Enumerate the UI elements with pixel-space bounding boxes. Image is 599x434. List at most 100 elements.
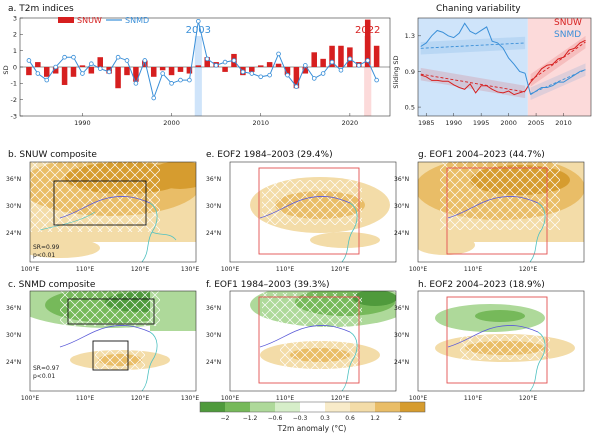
lon-label: 120°E — [519, 395, 537, 402]
snuw-bar — [311, 52, 317, 67]
lat-label: 24°N — [206, 359, 221, 366]
x-tick-label: 2010 — [252, 119, 269, 127]
panel-g-eof-box — [446, 167, 548, 255]
panel-right-frame — [417, 17, 592, 117]
lon-label: 100°E — [21, 266, 39, 273]
snuw-bar — [293, 67, 300, 89]
x-tick-label: 1995 — [473, 119, 490, 127]
legend-snmd-label: SNMD — [125, 16, 149, 25]
snuw-bar — [133, 67, 139, 82]
lat-label: 30°N — [6, 203, 21, 210]
trend-line-snuw — [420, 73, 526, 93]
panel-h-title: h. EOF2 2004–2023 (18.9%) — [418, 280, 545, 290]
snuw-bar — [52, 67, 59, 74]
panel-f-ticks: 36°N 30°N 24°N 100°E 110°E 120°E — [206, 305, 349, 402]
x-tick-label: 2000 — [500, 119, 517, 127]
colorbar-labels: −2 −1.2 −0.6 −0.3 0.3 0.6 1.2 2 — [221, 415, 403, 422]
sliding-sd-line-snmd — [420, 22, 526, 74]
panel-c-south-box — [92, 340, 129, 371]
panel-b-lon-ticks: 100°E 110°E 120°E 130°E — [21, 266, 199, 273]
snuw-bar — [329, 45, 335, 67]
snuw-bar — [204, 57, 210, 67]
x-tick-label: 2010 — [555, 119, 572, 127]
colorbar-segment — [375, 402, 400, 412]
legend-snuw-label: SNUW — [77, 16, 102, 25]
lat-label: 30°N — [6, 332, 21, 339]
trend-line-snuw — [530, 41, 586, 81]
snuw-bar — [150, 67, 157, 77]
snuw-bar — [338, 45, 344, 67]
highlight-2003 — [194, 36, 202, 116]
snmd-point — [213, 63, 219, 68]
colorbar-segment — [275, 402, 300, 412]
snuw-bar — [70, 67, 77, 77]
snmd-point — [62, 54, 67, 60]
snmd-point — [285, 72, 290, 78]
panel-right-axes: 0.5 0.9 1.3 1985 1990 1995 2000 2005 2010 — [405, 17, 592, 127]
y-tick-label: 0.5 — [405, 103, 415, 111]
x-tick-label: 1990 — [445, 119, 462, 127]
snuw-bar — [275, 63, 282, 67]
lat-label: 24°N — [394, 230, 409, 237]
panel-c-stat2: p<0.01 — [33, 373, 55, 380]
panel-c-title: c. SNMD composite — [8, 280, 96, 290]
snuw-bar — [79, 65, 86, 67]
snmd-point — [204, 56, 210, 62]
y-tick-label: 0.9 — [405, 68, 415, 76]
snuw-bar — [35, 62, 41, 67]
right-legend-snuw: SNUW — [554, 18, 582, 28]
snmd-point — [196, 18, 201, 24]
panel-a-ylabel: SD — [2, 65, 10, 74]
snmd-point — [178, 77, 183, 83]
snmd-point — [44, 77, 50, 83]
lat-label: 30°N — [206, 203, 221, 210]
panel-b-stat1: SR=0.99 — [33, 244, 60, 251]
panel-a: a. T2m indices 2003 2022 -3-2-1012319902… — [2, 4, 391, 127]
x-tick-label: 1990 — [74, 119, 91, 127]
sliding-sd-line-snuw — [530, 39, 586, 83]
snmd-point — [356, 63, 362, 68]
snuw-bar — [320, 58, 326, 67]
snmd-point — [365, 58, 371, 63]
snmd-point — [71, 54, 76, 60]
lat-label: 36°N — [394, 176, 409, 183]
right-legend-snmd: SNMD — [554, 30, 581, 40]
late-period-shade — [527, 18, 591, 116]
lon-label: 110°E — [276, 395, 294, 402]
panel-h-ticks: 36°N 30°N 24°N 100°E 110°E 120°E — [394, 305, 537, 402]
panel-f-eof-box — [258, 296, 360, 384]
snmd-point — [303, 63, 308, 68]
lat-label: 36°N — [206, 176, 221, 183]
panel-h-eof-box — [446, 296, 548, 384]
panel-f-title: f. EOF1 1984–2003 (39.3%) — [206, 280, 330, 290]
colorbar-segment — [250, 402, 275, 412]
panel-b-title: b. SNUW composite — [8, 150, 97, 160]
panel-b-ticks: 36°N 30°N 24°N — [6, 176, 21, 237]
lat-label: 36°N — [206, 305, 221, 312]
period-connector — [524, 81, 532, 92]
panel-g-ticks: 36°N 30°N 24°N 100°E 110°E 120°E — [394, 176, 537, 273]
snmd-point — [151, 95, 157, 101]
snuw-bar — [249, 67, 255, 72]
snmd-point — [267, 72, 272, 78]
snmd-line — [26, 18, 379, 101]
early-period-shade — [418, 18, 528, 116]
colorbar-tick-label: −2 — [221, 415, 230, 422]
snuw-bar — [43, 67, 50, 77]
trend-line-snmd — [420, 42, 526, 49]
snmd-point — [294, 84, 299, 89]
panel-b-region-box — [53, 180, 147, 226]
panel-right-ylabel: Sliding SD — [392, 55, 400, 88]
colorbar: −2 −1.2 −0.6 −0.3 0.3 0.6 1.2 2 T2m anom… — [199, 401, 426, 433]
panel-f: f. EOF1 1984–2003 (39.3%) 36°N 30°N 24°N… — [206, 280, 397, 402]
panel-g-title: g. EOF1 2004–2023 (44.7%) — [418, 150, 545, 160]
snuw-bar — [97, 57, 104, 67]
lat-label: 24°N — [6, 359, 21, 366]
colorbar-tick-label: 2 — [398, 415, 402, 422]
snmd-point — [374, 77, 379, 83]
x-tick-label: 2020 — [342, 119, 359, 127]
snmd-series-line — [28, 21, 378, 100]
lat-label: 30°N — [394, 203, 409, 210]
lon-label: 100°E — [221, 395, 239, 402]
